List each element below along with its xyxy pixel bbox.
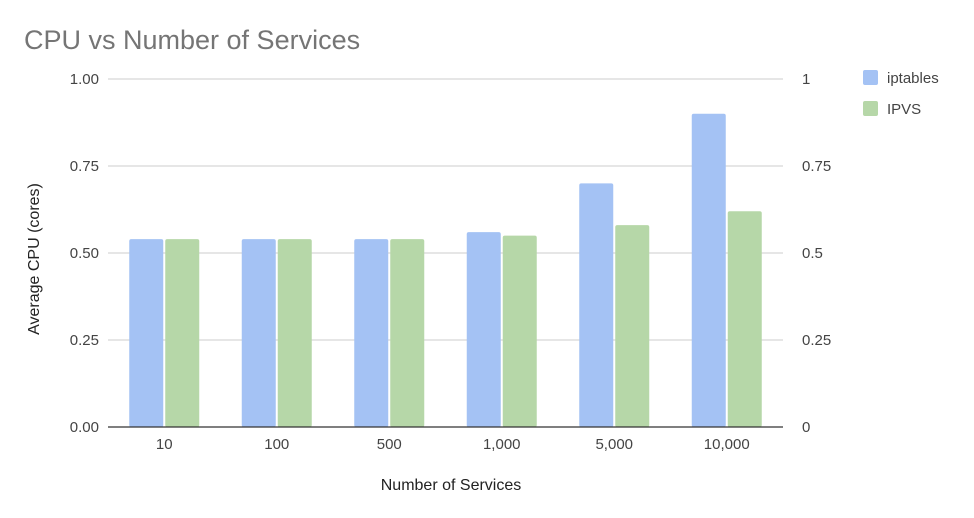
x-tick-label: 10,000 [704,436,750,453]
y-axis-right: 0 0.25 0.5 0.75 1 [802,71,831,436]
y-tick-label-left: 0.25 [70,332,99,349]
bar-iptables-2 [354,239,389,427]
bar-ipvs-1 [277,239,312,427]
bar-iptables-3 [466,232,501,427]
x-axis-title: Number of Services [381,477,522,494]
bar-iptables-1 [241,239,276,427]
bar-ipvs-4 [615,225,650,427]
y-axis-left: 0.00 0.25 0.50 0.75 1.00 [70,71,99,436]
y-tick-label-right: 0.75 [802,158,831,175]
legend-swatch-ipvs [863,101,878,116]
y-tick-label-right: 0.5 [802,245,823,262]
legend-label-iptables: iptables [887,70,939,87]
legend-swatch-iptables [863,70,878,85]
y-tick-label-right: 0 [802,419,810,436]
x-tick-label: 1,000 [483,436,521,453]
bar-ipvs-3 [502,235,537,427]
x-tick-label: 5,000 [595,436,633,453]
y-tick-label-right: 1 [802,71,810,88]
y-tick-label-right: 0.25 [802,332,831,349]
y-axis-title: Average CPU (cores) [26,183,43,335]
bar-iptables-0 [129,239,164,427]
y-tick-label-left: 0.50 [70,245,99,262]
x-tick-label: 10 [156,436,173,453]
bar-iptables-5 [691,113,726,428]
y-tick-label-left: 0.00 [70,419,99,436]
bar-ipvs-5 [727,211,762,427]
x-axis: 10 100 500 1,000 5,000 10,000 [156,436,750,453]
legend-label-ipvs: IPVS [887,101,921,118]
x-tick-label: 100 [264,436,289,453]
y-tick-label-left: 0.75 [70,158,99,175]
y-tick-label-left: 1.00 [70,71,99,88]
gridlines [108,78,783,341]
legend: iptables IPVS [863,70,939,118]
chart-title: CPU vs Number of Services [24,25,360,55]
bar-ipvs-0 [165,239,200,427]
x-tick-label: 500 [377,436,402,453]
bars [129,113,762,428]
bar-iptables-4 [579,183,614,427]
bar-ipvs-2 [390,239,425,427]
